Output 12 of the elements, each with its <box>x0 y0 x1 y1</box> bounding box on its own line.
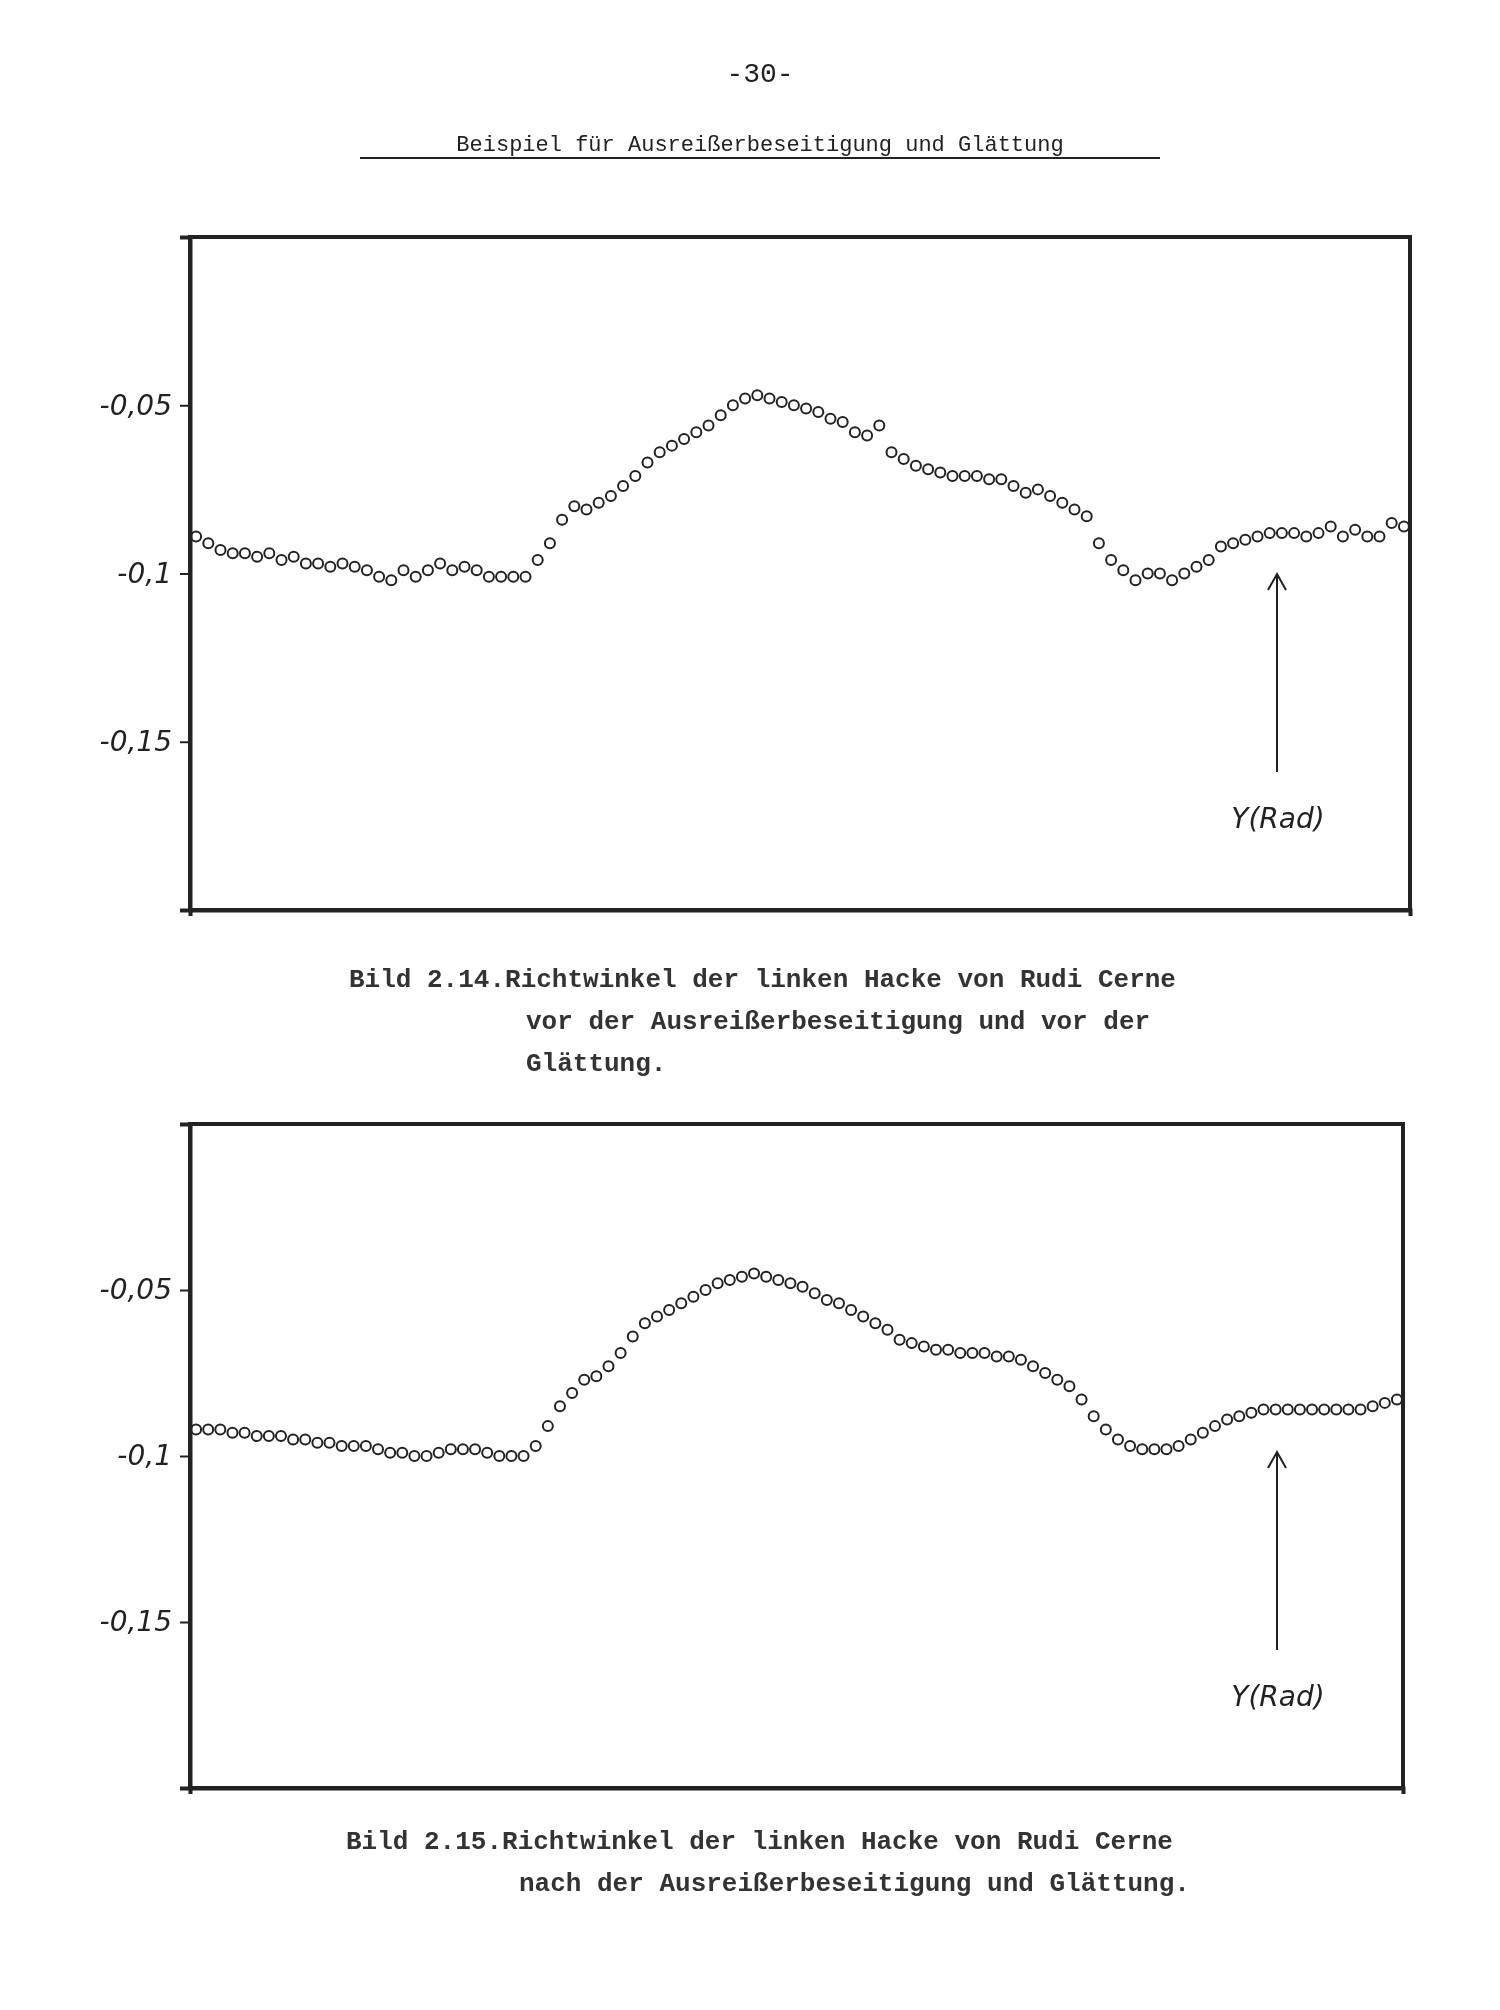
chart-title: Beispiel für Ausreißerbeseitigung und Glättung <box>456 133 1064 158</box>
text: Bild 2.15.Richtwinkel der linken Hacke von Rudi Cerne nach der Ausreißerbeseitigung und Glättung. <box>346 1827 1190 1899</box>
y-tick-label: -0,1 <box>117 556 172 590</box>
y-axis-title: Y(Rad) <box>1231 1680 1325 1713</box>
y-tick-label: -0,15 <box>99 1605 172 1639</box>
y-tick-label: -0,05 <box>99 1273 172 1307</box>
y-tick-label: -0,15 <box>99 725 172 759</box>
text: -30- <box>726 59 794 90</box>
y-axis-title: Y(Rad) <box>1231 802 1325 835</box>
y-tick-label: -0,05 <box>99 388 172 422</box>
text: Bild 2.14.Richtwinkel der linken Hacke von Rudi Cerne vor der Ausreißerbeseitigung und vor der Glättung. <box>349 965 1176 1079</box>
y-tick-label: -0,1 <box>117 1439 172 1473</box>
